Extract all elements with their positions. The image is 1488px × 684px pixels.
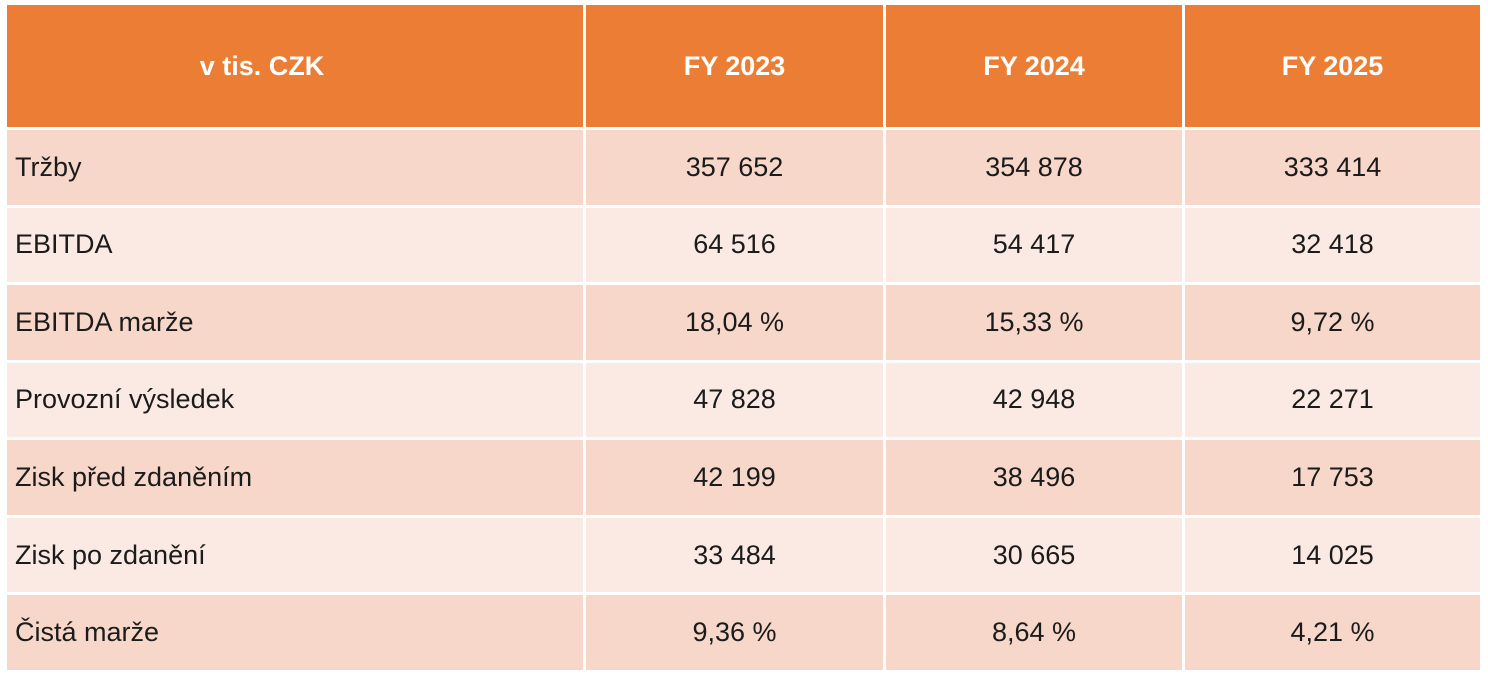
value-cell: 42 948 [886,362,1182,438]
value-cell: 38 496 [886,440,1182,515]
value-cell: 8,64 % [886,595,1182,670]
row-label: Tržby [7,130,583,205]
value-cell: 54 417 [886,207,1182,283]
table-body: Tržby 357 652 354 878 333 414 EBITDA 64 516 54… [7,130,1480,670]
table-row: EBITDA 64 516 54 417 32 418 [7,207,1480,283]
row-label: Čistá marže [7,595,583,670]
value-cell: 32 418 [1185,207,1480,283]
value-cell: 64 516 [586,207,883,283]
value-cell: 9,72 % [1185,285,1480,360]
table-row: Čistá marže 9,36 % 8,64 % 4,21 % [7,595,1480,670]
value-cell: 42 199 [586,440,883,515]
year-header-cell-fy2025: FY 2025 [1185,5,1480,127]
table-row: Zisk před zdaněním 42 199 38 496 17 753 [7,440,1480,515]
value-cell: 17 753 [1185,440,1480,515]
table-row: Zisk po zdanění 33 484 30 665 14 025 [7,517,1480,593]
financial-summary-table: v tis. CZK FY 2023 FY 2024 FY 2025 Tržby… [4,2,1483,673]
value-cell: 357 652 [586,130,883,205]
unit-header-cell: v tis. CZK [7,5,583,127]
value-cell: 354 878 [886,130,1182,205]
header-row: v tis. CZK FY 2023 FY 2024 FY 2025 [7,5,1480,127]
value-cell: 47 828 [586,362,883,438]
value-cell: 18,04 % [586,285,883,360]
value-cell: 333 414 [1185,130,1480,205]
row-label: EBITDA [7,207,583,283]
table-row: Tržby 357 652 354 878 333 414 [7,130,1480,205]
value-cell: 22 271 [1185,362,1480,438]
value-cell: 9,36 % [586,595,883,670]
value-cell: 4,21 % [1185,595,1480,670]
table-row: EBITDA marže 18,04 % 15,33 % 9,72 % [7,285,1480,360]
table-row: Provozní výsledek 47 828 42 948 22 271 [7,362,1480,438]
value-cell: 14 025 [1185,517,1480,593]
year-header-cell-fy2024: FY 2024 [886,5,1182,127]
year-header-cell-fy2023: FY 2023 [586,5,883,127]
value-cell: 33 484 [586,517,883,593]
value-cell: 15,33 % [886,285,1182,360]
value-cell: 30 665 [886,517,1182,593]
row-label: EBITDA marže [7,285,583,360]
row-label: Zisk před zdaněním [7,440,583,515]
row-label: Zisk po zdanění [7,517,583,593]
row-label: Provozní výsledek [7,362,583,438]
